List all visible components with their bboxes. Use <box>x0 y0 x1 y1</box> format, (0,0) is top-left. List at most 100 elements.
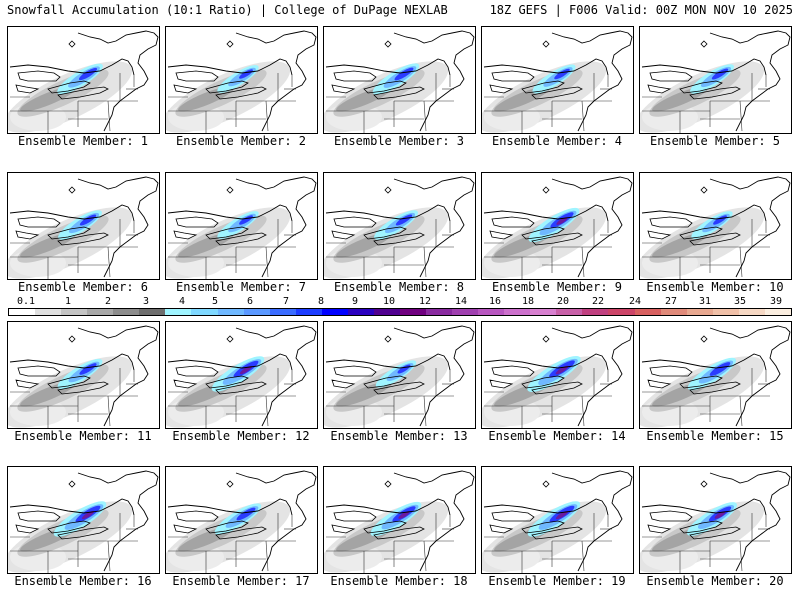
us-canada-border <box>325 204 451 222</box>
snowfall-map <box>324 325 475 428</box>
coastline <box>551 176 633 278</box>
trace-snow-band <box>336 381 392 407</box>
colorbar-tick-label: 9 <box>351 296 359 307</box>
state-borders <box>642 73 770 133</box>
colorbar-swatch <box>608 309 635 315</box>
colorbar-tick-label: 5 <box>211 296 219 307</box>
colorbar-swatch <box>165 309 192 315</box>
ensemble-member-label: Ensemble Member: 2 <box>175 134 307 148</box>
colorbar-tick-label: 7 <box>282 296 290 307</box>
state-borders <box>642 368 770 428</box>
station-marker-icon <box>384 480 392 488</box>
run-valid-time: 18Z GEFS | F006 Valid: 00Z MON NOV 10 20… <box>489 3 793 17</box>
ensemble-member-label: Ensemble Member: 12 <box>172 429 310 443</box>
state-borders <box>168 513 296 573</box>
ensemble-member-label: Ensemble Member: 6 <box>17 280 149 294</box>
ensemble-member-label: Ensemble Member: 5 <box>649 134 781 148</box>
ensemble-member-label: Ensemble Member: 15 <box>646 429 784 443</box>
station-marker-icon <box>384 335 392 343</box>
ensemble-member-label: Ensemble Member: 14 <box>488 429 626 443</box>
state-borders <box>168 73 296 133</box>
snowfall-map <box>640 176 791 279</box>
colorbar-swatch <box>504 309 531 315</box>
snowfall-map <box>8 470 159 573</box>
ensemble-member-label: Ensemble Member: 20 <box>646 574 784 588</box>
us-canada-border <box>641 58 767 76</box>
ensemble-map-panel <box>323 321 476 429</box>
station-marker-icon <box>384 40 392 48</box>
great-lakes-outline <box>331 510 425 540</box>
colorbar-swatch <box>634 309 661 315</box>
us-canada-border <box>483 498 609 516</box>
ensemble-map-panel <box>639 26 792 134</box>
ensemble-member-label: Ensemble Member: 19 <box>488 574 626 588</box>
colorbar-swatch <box>321 309 348 315</box>
colorbar-tick-label: 2 <box>104 296 112 307</box>
ensemble-member-label: Ensemble Member: 11 <box>14 429 152 443</box>
coastline <box>709 325 791 427</box>
colorbar-swatch <box>295 309 322 315</box>
snow-band-heavy <box>79 363 97 375</box>
us-canada-border <box>9 204 135 222</box>
colorbar-tick-label: 3 <box>142 296 150 307</box>
snow-band-max <box>398 511 410 519</box>
great-lakes-outline <box>647 510 741 540</box>
station-marker-icon <box>700 335 708 343</box>
coastline <box>551 470 633 572</box>
snowfall-map <box>482 30 633 133</box>
station-marker-icon <box>700 40 708 48</box>
coastline <box>709 176 791 278</box>
colorbar-tick-label: 8 <box>317 296 325 307</box>
great-lakes-outline <box>647 216 741 246</box>
station-marker-icon <box>542 335 550 343</box>
colorbar-swatch <box>217 309 244 315</box>
colorbar-tick-label: 0.1 <box>16 296 36 307</box>
station-marker-icon <box>226 186 234 194</box>
great-lakes-outline <box>647 365 741 395</box>
us-canada-border <box>483 204 609 222</box>
colorbar-swatch <box>191 309 218 315</box>
colorbar-tick-label: 10 <box>382 296 396 307</box>
colorbar-tick-label: 20 <box>556 296 570 307</box>
snow-band-heavy <box>78 67 98 81</box>
ensemble-map-panel <box>7 172 160 280</box>
coastline <box>77 30 159 132</box>
station-marker-icon <box>68 335 76 343</box>
ensemble-member-label: Ensemble Member: 9 <box>491 280 623 294</box>
coastline <box>393 30 475 132</box>
ensemble-member-label: Ensemble Member: 3 <box>333 134 465 148</box>
snowfall-map <box>166 30 317 133</box>
colorbar-swatch <box>113 309 140 315</box>
great-lakes-outline <box>331 216 425 246</box>
station-marker-icon <box>542 40 550 48</box>
us-canada-border <box>641 204 767 222</box>
state-borders <box>326 368 454 428</box>
station-marker-icon <box>226 480 234 488</box>
ensemble-member-label: Ensemble Member: 8 <box>333 280 465 294</box>
us-canada-border <box>483 353 609 371</box>
coastline <box>709 470 791 572</box>
us-canada-border <box>9 498 135 516</box>
great-lakes-outline <box>15 70 109 100</box>
ensemble-map-panel <box>481 321 634 429</box>
snowfall-map <box>8 176 159 279</box>
colorbar-tick-label: 22 <box>591 296 605 307</box>
state-borders <box>642 219 770 279</box>
snow-band-max <box>714 511 726 519</box>
colorbar-tick-label: 14 <box>454 296 468 307</box>
ensemble-map-panel <box>639 466 792 574</box>
state-borders <box>484 368 612 428</box>
great-lakes-outline <box>489 216 583 246</box>
great-lakes-outline <box>647 70 741 100</box>
great-lakes-outline <box>173 365 267 395</box>
colorbar-swatch <box>556 309 583 315</box>
station-marker-icon <box>68 40 76 48</box>
us-canada-border <box>483 58 609 76</box>
ensemble-map-panel <box>481 26 634 134</box>
coastline <box>77 325 159 427</box>
state-borders <box>10 513 138 573</box>
state-borders <box>484 513 612 573</box>
us-canada-border <box>167 498 293 516</box>
snowfall-map <box>482 176 633 279</box>
colorbar-swatch <box>9 309 36 315</box>
